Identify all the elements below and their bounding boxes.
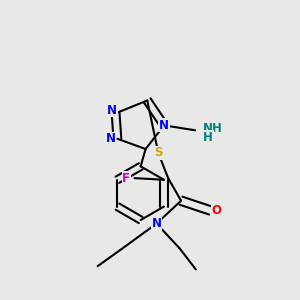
Text: NH: NH — [203, 122, 223, 135]
Text: H: H — [214, 128, 223, 138]
Text: N: N — [106, 132, 116, 145]
Text: NH: NH — [202, 124, 222, 137]
Text: S: S — [154, 146, 162, 159]
Text: O: O — [212, 204, 221, 217]
Text: N: N — [107, 103, 117, 116]
Text: H: H — [203, 131, 213, 144]
Text: N: N — [152, 217, 161, 230]
Text: F: F — [122, 172, 130, 184]
Text: N: N — [159, 119, 169, 132]
